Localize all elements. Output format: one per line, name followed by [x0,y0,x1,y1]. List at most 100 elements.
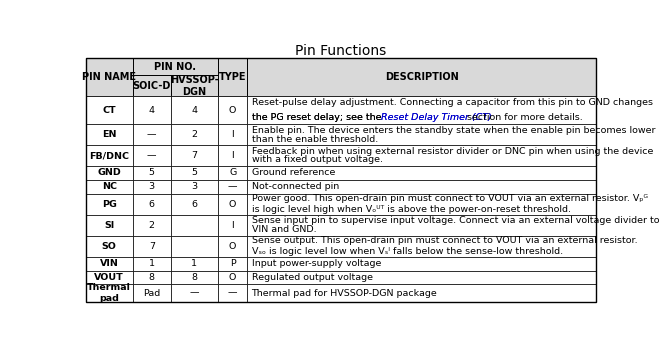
Text: 4: 4 [192,106,198,115]
Text: the PG reset delay; see the: the PG reset delay; see the [251,113,384,122]
Bar [218,58,247,96]
Bar [86,96,132,124]
Bar [247,236,596,256]
Bar [86,124,132,145]
Bar [86,58,132,96]
Bar [218,236,247,256]
Bar [218,194,247,215]
Text: section for more details.: section for more details. [464,113,583,122]
Text: with a fixed output voltage.: with a fixed output voltage. [251,155,382,165]
Text: 4: 4 [149,106,155,115]
Bar [171,180,218,194]
Bar [171,236,218,256]
Bar [171,96,218,124]
Text: Feedback pin when using external resistor divider or DNC pin when using the devi: Feedback pin when using external resisto… [251,147,653,156]
Text: Reset Delay Timer (CT): Reset Delay Timer (CT) [381,113,491,122]
Bar [132,215,171,236]
Text: 7: 7 [149,241,155,251]
Text: EN: EN [102,130,116,139]
Bar [132,271,171,285]
Text: Regulated output voltage: Regulated output voltage [251,273,372,282]
Text: 6: 6 [149,200,155,209]
Text: NC: NC [102,182,116,192]
Bar [247,271,596,285]
Text: SOIC-D: SOIC-D [132,81,171,91]
Bar [218,96,247,124]
Text: I: I [231,151,234,160]
Text: than the enable threshold.: than the enable threshold. [251,134,378,144]
Bar [86,145,132,166]
Text: O: O [229,200,236,209]
Text: —: — [228,182,237,192]
Text: FB/DNC: FB/DNC [89,151,129,160]
Text: Not-connected pin: Not-connected pin [251,182,338,192]
Bar [86,194,132,215]
Bar [171,256,218,271]
Bar [247,145,596,166]
Text: PG: PG [102,200,116,209]
Bar [132,236,171,256]
Text: O: O [229,273,236,282]
Bar [132,58,218,75]
Bar [171,124,218,145]
Bar [171,166,218,180]
Bar [86,215,132,236]
Bar [132,256,171,271]
Bar [132,180,171,194]
Bar [132,96,171,124]
Text: I: I [231,221,234,230]
Text: GND: GND [97,169,121,177]
Text: Reset Delay Timer (CT): Reset Delay Timer (CT) [381,113,491,122]
Bar [132,194,171,215]
Bar [171,285,218,302]
Bar [247,256,596,271]
Bar [132,75,171,96]
Text: 5: 5 [149,169,155,177]
Text: the PG reset delay; see the: the PG reset delay; see the [251,113,384,122]
Text: —: — [147,151,156,160]
Text: PIN NAME: PIN NAME [82,72,136,82]
Text: DESCRIPTION: DESCRIPTION [385,72,459,82]
Bar [247,194,596,215]
Bar [247,166,596,180]
Text: Input power-supply voltage: Input power-supply voltage [251,259,381,268]
Text: Ground reference: Ground reference [251,169,335,177]
Text: PIN NO.: PIN NO. [154,62,196,72]
Text: Sense input pin to supervise input voltage. Connect via an external voltage divi: Sense input pin to supervise input volta… [251,216,659,225]
Text: 8: 8 [192,273,198,282]
Bar [218,124,247,145]
Text: 3: 3 [149,182,155,192]
Bar [171,145,218,166]
Bar [218,215,247,236]
Text: Sense output. This open-drain pin must connect to VOUT via an external resistor.: Sense output. This open-drain pin must c… [251,236,637,245]
Bar [132,145,171,166]
Text: SO: SO [102,241,116,251]
Text: SI: SI [104,221,114,230]
Bar [132,166,171,180]
Text: VOUT: VOUT [94,273,124,282]
Bar [86,236,132,256]
Bar [86,180,132,194]
Bar [218,166,247,180]
Bar [86,256,132,271]
Text: Thermal
pad: Thermal pad [87,284,131,303]
Bar [218,285,247,302]
Text: 3: 3 [192,182,198,192]
Bar [132,285,171,302]
Bar [218,271,247,285]
Bar [247,96,596,124]
Bar [247,180,596,194]
Text: 5: 5 [192,169,198,177]
Text: 2: 2 [149,221,155,230]
Text: 6: 6 [192,200,198,209]
Text: O: O [229,106,236,115]
Text: —: — [190,289,199,298]
Text: —: — [228,289,237,298]
Bar [247,124,596,145]
Text: O: O [229,241,236,251]
Bar [171,75,218,96]
Text: TYPE: TYPE [219,72,247,82]
Text: 2: 2 [192,130,198,139]
Text: HVSSOP-
DGN: HVSSOP- DGN [170,75,219,97]
Bar [247,215,596,236]
